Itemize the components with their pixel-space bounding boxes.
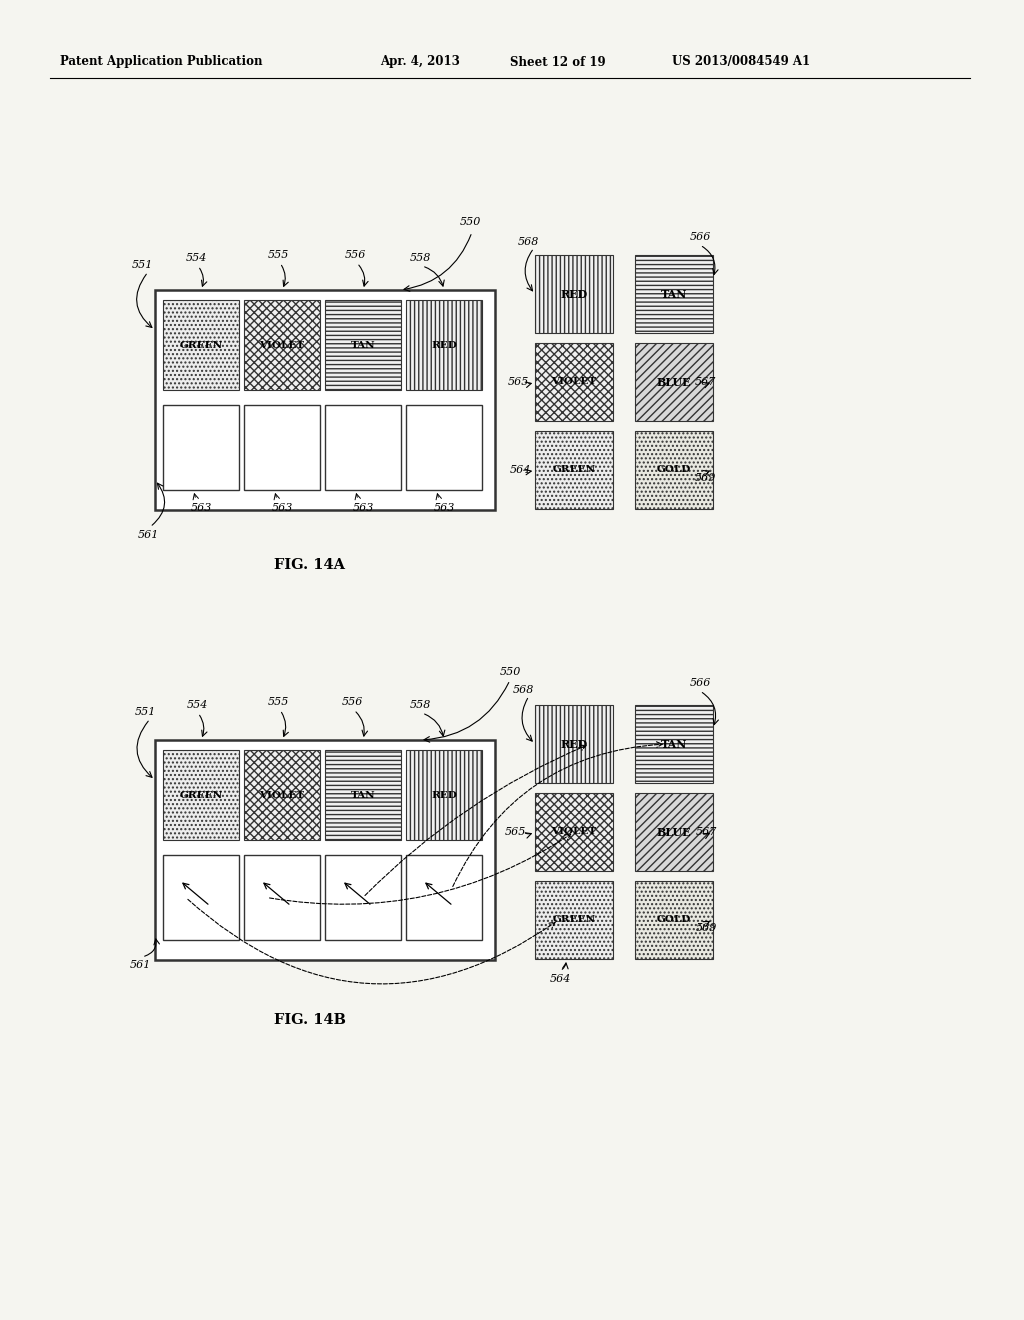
Text: GREEN: GREEN bbox=[179, 791, 222, 800]
Text: 563: 563 bbox=[352, 503, 374, 513]
Bar bbox=[163, 750, 239, 840]
Bar bbox=[535, 705, 613, 783]
Text: FIG. 14B: FIG. 14B bbox=[274, 1012, 346, 1027]
Text: FIG. 14A: FIG. 14A bbox=[274, 558, 345, 572]
Bar bbox=[535, 432, 613, 510]
Bar bbox=[244, 405, 319, 490]
Bar bbox=[244, 855, 319, 940]
Bar bbox=[406, 300, 482, 389]
Text: VIOLET: VIOLET bbox=[552, 378, 597, 387]
Bar bbox=[635, 343, 713, 421]
Text: Sheet 12 of 19: Sheet 12 of 19 bbox=[510, 55, 605, 69]
Bar bbox=[535, 880, 613, 960]
Bar bbox=[406, 750, 482, 840]
Text: 566: 566 bbox=[689, 232, 711, 242]
Text: RED: RED bbox=[431, 791, 457, 800]
Text: 551: 551 bbox=[134, 708, 156, 717]
Bar bbox=[635, 705, 713, 783]
Text: GOLD: GOLD bbox=[656, 916, 691, 924]
Text: BLUE: BLUE bbox=[656, 376, 691, 388]
Text: 568: 568 bbox=[517, 238, 539, 247]
Text: 561: 561 bbox=[129, 960, 151, 970]
Text: GREEN: GREEN bbox=[552, 916, 596, 924]
Bar bbox=[163, 300, 239, 389]
Text: 567: 567 bbox=[694, 378, 716, 387]
Text: Patent Application Publication: Patent Application Publication bbox=[60, 55, 262, 69]
Text: 563: 563 bbox=[190, 503, 212, 513]
Bar bbox=[535, 793, 613, 871]
Bar bbox=[325, 300, 401, 389]
Text: 554: 554 bbox=[186, 700, 208, 710]
Bar bbox=[155, 741, 495, 960]
Text: 561: 561 bbox=[137, 531, 159, 540]
Bar bbox=[635, 880, 713, 960]
Text: 555: 555 bbox=[267, 697, 289, 708]
Bar bbox=[535, 255, 613, 333]
Text: BLUE: BLUE bbox=[656, 826, 691, 837]
Text: 556: 556 bbox=[344, 249, 366, 260]
Text: TAN: TAN bbox=[350, 341, 376, 350]
Text: 558: 558 bbox=[410, 700, 431, 710]
Text: 555: 555 bbox=[267, 249, 289, 260]
Text: VIOLET: VIOLET bbox=[259, 341, 304, 350]
Bar bbox=[635, 255, 713, 333]
Text: GREEN: GREEN bbox=[552, 466, 596, 474]
Text: 551: 551 bbox=[131, 260, 153, 271]
Text: VIOLET: VIOLET bbox=[259, 791, 304, 800]
Text: VIOLET: VIOLET bbox=[552, 828, 597, 837]
Text: 563: 563 bbox=[433, 503, 455, 513]
Text: TAN: TAN bbox=[660, 738, 687, 750]
Text: 554: 554 bbox=[185, 253, 207, 263]
Text: 550: 550 bbox=[500, 667, 521, 677]
Text: US 2013/0084549 A1: US 2013/0084549 A1 bbox=[672, 55, 810, 69]
Bar bbox=[406, 855, 482, 940]
Text: RED: RED bbox=[560, 289, 588, 300]
Bar bbox=[406, 405, 482, 490]
Text: GREEN: GREEN bbox=[179, 341, 222, 350]
Text: 569: 569 bbox=[694, 473, 716, 483]
Bar bbox=[244, 750, 319, 840]
Bar bbox=[155, 290, 495, 510]
Bar bbox=[325, 750, 401, 840]
Bar bbox=[325, 405, 401, 490]
Text: 565: 565 bbox=[507, 378, 528, 387]
Text: 563: 563 bbox=[271, 503, 293, 513]
Text: TAN: TAN bbox=[660, 289, 687, 300]
Text: 558: 558 bbox=[410, 253, 431, 263]
Bar bbox=[325, 855, 401, 940]
Text: 569: 569 bbox=[695, 923, 717, 933]
Text: GOLD: GOLD bbox=[656, 466, 691, 474]
Bar bbox=[635, 432, 713, 510]
Bar bbox=[163, 405, 239, 490]
Bar bbox=[635, 793, 713, 871]
Text: 567: 567 bbox=[695, 828, 717, 837]
Text: RED: RED bbox=[431, 341, 457, 350]
Text: TAN: TAN bbox=[350, 791, 376, 800]
Text: 568: 568 bbox=[512, 685, 534, 696]
Bar bbox=[244, 300, 319, 389]
Text: 566: 566 bbox=[689, 678, 711, 688]
Text: Apr. 4, 2013: Apr. 4, 2013 bbox=[380, 55, 460, 69]
Bar bbox=[163, 855, 239, 940]
Bar bbox=[535, 343, 613, 421]
Text: 564: 564 bbox=[509, 465, 530, 475]
Text: 550: 550 bbox=[460, 216, 481, 227]
Text: 565: 565 bbox=[504, 828, 525, 837]
Text: RED: RED bbox=[560, 738, 588, 750]
Text: 556: 556 bbox=[341, 697, 362, 708]
Text: 564: 564 bbox=[549, 974, 570, 983]
